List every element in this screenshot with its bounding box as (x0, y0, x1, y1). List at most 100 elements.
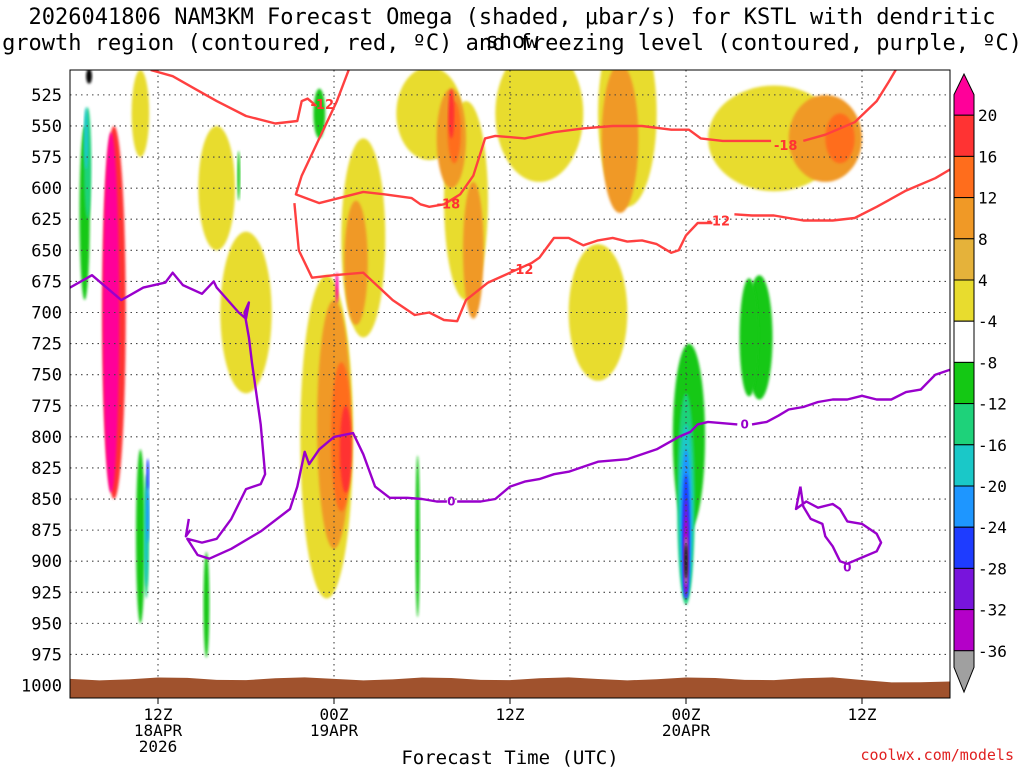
omega-shading (79, 70, 862, 658)
colorbar-label-12: -32 (978, 601, 1007, 620)
freezing-level-fzl-right (457, 420, 738, 503)
colorbar-bin-11 (953, 526, 975, 569)
x-tick-label-42-1: 20APR (662, 721, 711, 740)
colorbar-bin-1 (953, 114, 975, 157)
x-tick-label-30-0: 12Z (496, 705, 525, 724)
colorbar-label-2: 12 (978, 189, 997, 208)
omega-region-m20-1 (146, 458, 150, 490)
colorbar-label-1: 16 (978, 147, 997, 166)
y-tick-label-875: 875 (31, 521, 62, 541)
watermark: coolwx.com/models (860, 746, 1014, 764)
colorbar-label-10: -24 (978, 518, 1007, 537)
colorbar-bin-0 (953, 72, 975, 116)
freezing-level-label-2: 0 (843, 560, 851, 574)
colorbar-label-0: 20 (978, 106, 997, 125)
dgz-label-1: -18 (437, 197, 461, 212)
contours: -12 -18 -12 -18 -12 0 0 0 (70, 70, 950, 574)
dgz-label-0: -12 (311, 98, 335, 113)
x-tick-label-42-0: 00Z (672, 705, 701, 724)
colorbar-bin-5 (953, 279, 975, 322)
terrain (70, 676, 950, 698)
x-tick-label-18-0: 00Z (320, 705, 349, 724)
dgz-contour-minus12-upper (150, 70, 318, 125)
omega-region-m4-0 (136, 449, 145, 624)
colorbar-label-8: -16 (978, 436, 1007, 455)
freezing-level-fzl-left-hook (184, 518, 192, 538)
omega-region-m4-7 (313, 88, 326, 139)
colorbar-bin-6 (953, 320, 975, 363)
omega-region-8-4 (601, 70, 639, 213)
y-tick-label-625: 625 (31, 210, 62, 230)
y-tick-label-850: 850 (31, 490, 62, 510)
y-tick-label-925: 925 (31, 583, 62, 603)
omega-region-16-0 (339, 405, 352, 493)
y-tick-label-975: 975 (31, 645, 62, 665)
colorbar-bin-7 (953, 361, 975, 405)
y-tick-label-725: 725 (31, 335, 62, 355)
x-tick-label-18-1: 19APR (310, 721, 359, 740)
freezing-level-fzl-closed (794, 486, 883, 565)
freezing-level-fzl-main (70, 271, 447, 560)
terrain-band (70, 676, 950, 698)
omega-region-4-5 (495, 70, 584, 182)
dgz-contour-minus12-lower (293, 202, 713, 323)
omega-region-4-0 (131, 70, 150, 158)
omega-region-16-1 (448, 88, 455, 139)
omega-region-20-0 (103, 132, 120, 493)
dgz-label-3: -18 (774, 139, 798, 154)
colorbar-bin-10 (953, 485, 975, 528)
colorbar-label-7: -12 (978, 395, 1007, 414)
omega-region-m4-6 (237, 150, 241, 201)
colorbar-label-6: -8 (978, 353, 997, 372)
freezing-level-label-1: 0 (740, 417, 748, 431)
omega-region-20-1 (335, 272, 339, 304)
y-tick-label-750: 750 (31, 366, 62, 386)
colorbar-label-5: -4 (978, 312, 997, 331)
omega-region-m36-1 (86, 70, 92, 84)
omega-region-m12-2 (83, 107, 89, 170)
colorbar-bin-3 (953, 197, 975, 240)
omega-region-m4-5 (739, 278, 759, 397)
colorbar-bin-9 (953, 444, 975, 487)
x-tick-label-6-1: 18APR (134, 721, 183, 740)
dgz-contour-minus18-right (802, 70, 897, 143)
omega-region-m16-1 (146, 480, 150, 543)
y-tick-label-525: 525 (31, 86, 62, 106)
y-tick-label-575: 575 (31, 148, 62, 168)
x-tick-label-6-2: 2026 (139, 737, 178, 756)
colorbar-bin-13 (953, 609, 975, 652)
colorbar-label-9: -20 (978, 477, 1007, 496)
x-tick-label-54-0: 12Z (848, 705, 877, 724)
y-tick-label-950: 950 (31, 614, 62, 634)
dgz-label-2: -12 (510, 263, 534, 278)
y-tick-label-700: 700 (31, 303, 62, 323)
y-tick-label-600: 600 (31, 179, 62, 199)
freezing-level-label-0: 0 (447, 495, 455, 509)
colorbar-bin-14 (953, 650, 975, 694)
omega-region-m4-2 (415, 455, 420, 618)
colorbar-bin-2 (953, 155, 975, 199)
freezing-level-fzl-right2 (751, 368, 950, 426)
colorbar-label-11: -28 (978, 559, 1007, 578)
colorbar: 20 16 12 8 4 -4 -8 -12 -16 -20 -24 -28 -32 -36 (953, 72, 1007, 694)
x-axis-label: Forecast Time (UTC) (401, 747, 618, 768)
y-axis-ticks: 525 550 575 600 625 650 675 700 725 750 775 800 825 8… (21, 86, 62, 697)
x-tick-label-6-0: 12Z (144, 705, 173, 724)
y-tick-label-675: 675 (31, 272, 62, 292)
y-tick-label-825: 825 (31, 459, 62, 479)
dgz-contour-minus12-right (734, 168, 950, 222)
colorbar-bin-12 (953, 567, 975, 611)
dgz-contour-minus18 (294, 70, 772, 208)
y-tick-label-1000: 1000 (21, 677, 62, 697)
omega-region-12-2 (825, 113, 855, 164)
y-tick-label-550: 550 (31, 117, 62, 137)
colorbar-bin-8 (953, 403, 975, 446)
omega-region-m4-1 (203, 551, 210, 658)
colorbar-label-4: 4 (978, 271, 988, 290)
omega-region-8-1 (344, 200, 368, 325)
colorbar-label-13: -36 (978, 642, 1007, 661)
omega-region-8-2 (463, 181, 484, 319)
y-tick-label-650: 650 (31, 241, 62, 261)
